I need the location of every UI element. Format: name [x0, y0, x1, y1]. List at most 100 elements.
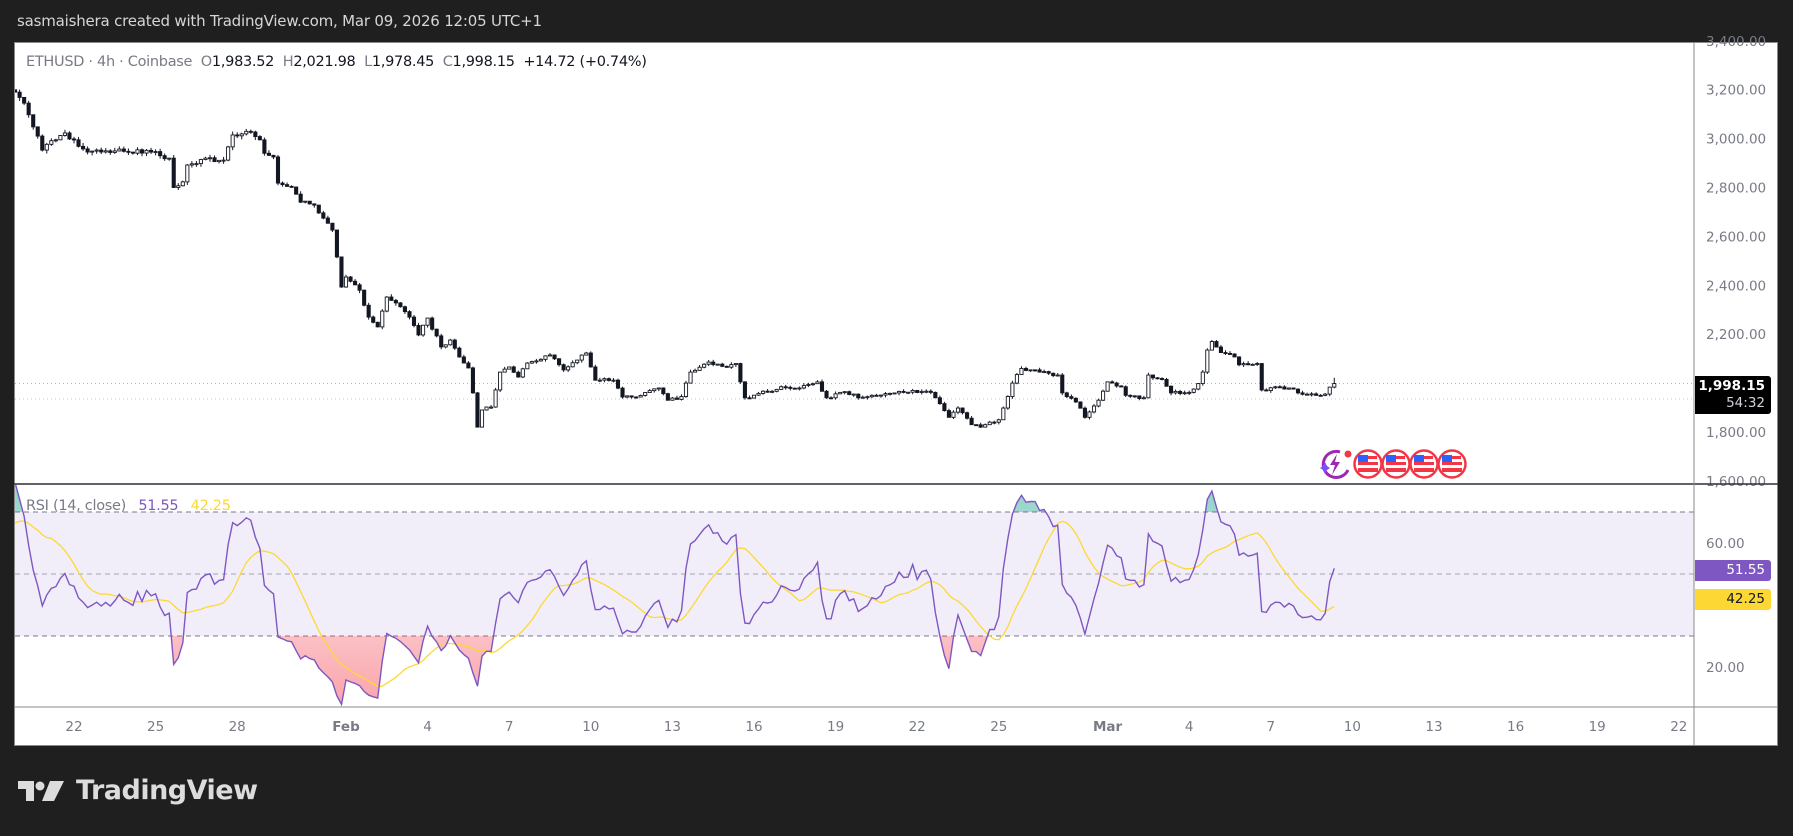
- candle-down: [158, 151, 163, 157]
- candle-down: [15, 89, 18, 93]
- candle-up: [1209, 341, 1214, 351]
- candle-up: [679, 396, 684, 400]
- candle-down: [1295, 388, 1301, 394]
- price-axis[interactable]: 3,400.00 3,200.00 3,000.00 2,800.00 2,600.00…: [1706, 34, 1766, 490]
- rsi-title[interactable]: RSI (14, close): [26, 498, 126, 514]
- candle-up: [189, 163, 194, 166]
- candle-down: [946, 410, 951, 418]
- symbol-info[interactable]: ETHUSD · 4h · Coinbase: [26, 54, 193, 70]
- candle-down: [171, 157, 176, 188]
- candle-up: [1241, 363, 1246, 366]
- close-value: 1,998.15: [452, 54, 515, 70]
- candle-down: [434, 328, 439, 337]
- us-flag-icon[interactable]: [1381, 449, 1411, 479]
- candle-down: [235, 134, 240, 137]
- tradingview-logo[interactable]: TradingView: [18, 775, 258, 806]
- change-value: +14.72 (+0.74%): [523, 54, 647, 70]
- flag-stripe: [1424, 456, 1433, 459]
- candle-down: [1128, 394, 1133, 397]
- candle-up: [207, 157, 213, 160]
- us-flag-icon[interactable]: [1437, 449, 1467, 479]
- candle-down: [253, 131, 258, 138]
- candle-down: [792, 387, 797, 390]
- candle-down: [1277, 386, 1282, 389]
- economic-events[interactable]: [1314, 448, 1474, 480]
- candle-up: [815, 381, 820, 385]
- candle-down: [965, 412, 970, 419]
- candle-up: [1005, 396, 1010, 409]
- candle-up: [479, 409, 485, 428]
- candle-up: [688, 371, 693, 384]
- candle-up: [1087, 411, 1092, 418]
- time-tick-label: 13: [664, 719, 681, 735]
- candle-up: [906, 391, 911, 394]
- candle-up: [865, 396, 870, 399]
- rsi-value: 51.55: [138, 498, 179, 514]
- candle-down: [1237, 356, 1242, 366]
- price-tick-label: 2,200.00: [1706, 327, 1766, 343]
- candle-up: [525, 362, 530, 370]
- candle-up: [167, 157, 172, 160]
- candle-down: [262, 139, 267, 154]
- candle-down: [40, 135, 45, 151]
- candle-up: [153, 151, 158, 154]
- rsi-oversold-fill: [15, 636, 1335, 705]
- candle-up: [706, 361, 711, 365]
- candle-down: [901, 390, 906, 393]
- high-value: 2,021.98: [293, 54, 356, 70]
- candle-down: [1073, 397, 1078, 403]
- lightning-icon[interactable]: [1320, 449, 1352, 479]
- candle-up: [1019, 367, 1024, 376]
- candle-up: [185, 164, 190, 183]
- candle-down: [461, 356, 466, 364]
- symbol-legend[interactable]: ETHUSD · 4h · Coinbase O1,983.52 H2,021.…: [26, 54, 647, 70]
- low-value: 1,978.45: [371, 54, 435, 70]
- flag-stripe: [1358, 462, 1378, 465]
- candle-down: [1119, 385, 1124, 388]
- candle-up: [751, 394, 757, 399]
- candle-up: [529, 361, 534, 364]
- candle-down: [266, 152, 271, 156]
- rsi-legend[interactable]: RSI (14, close) 51.55 42.25: [26, 498, 231, 514]
- candle-up: [1323, 393, 1328, 396]
- us-flag-icon[interactable]: [1353, 449, 1383, 479]
- candle-up: [910, 389, 915, 393]
- candle-down: [915, 389, 920, 393]
- candle-up: [715, 363, 720, 366]
- rsi-pane[interactable]: 60.00 20.00: [15, 483, 1745, 707]
- candle-down: [1223, 352, 1228, 354]
- flag-stripe: [1452, 456, 1461, 459]
- candle-down: [407, 311, 412, 318]
- candle-up: [774, 388, 779, 392]
- candle-down: [452, 339, 457, 349]
- flag-canton: [1442, 455, 1452, 462]
- time-tick-label: 19: [827, 719, 844, 735]
- candle-up: [756, 392, 761, 396]
- candle-up: [1309, 393, 1314, 396]
- candle-up: [625, 395, 630, 398]
- time-tick-label: 10: [1344, 719, 1361, 735]
- candle-down: [439, 335, 444, 348]
- time-axis[interactable]: 22 25 28 Feb 4 7 10 13 16 19 22 25 Mar 4 7 10 13 16 19 22: [65, 719, 1687, 735]
- candle-down: [81, 145, 86, 150]
- candle-down: [162, 155, 167, 160]
- candle-down: [1159, 378, 1165, 380]
- candle-up: [1055, 374, 1060, 377]
- attribution-text: sasmaishera created with TradingView.com…: [17, 12, 542, 30]
- candle-up: [955, 407, 961, 413]
- candle-up: [838, 391, 843, 395]
- us-flag-icon[interactable]: [1409, 449, 1439, 479]
- candle-up: [180, 181, 185, 187]
- candle-down: [1110, 381, 1115, 384]
- candle-up: [53, 139, 58, 142]
- candle-up: [543, 355, 548, 360]
- candle-down: [130, 151, 135, 154]
- candle-down: [661, 387, 666, 395]
- candle-down: [17, 91, 22, 98]
- candle-up: [1182, 392, 1187, 395]
- candle-down: [724, 365, 729, 368]
- candle-down: [928, 390, 933, 393]
- candle-down: [942, 403, 947, 412]
- candle-up: [729, 364, 734, 368]
